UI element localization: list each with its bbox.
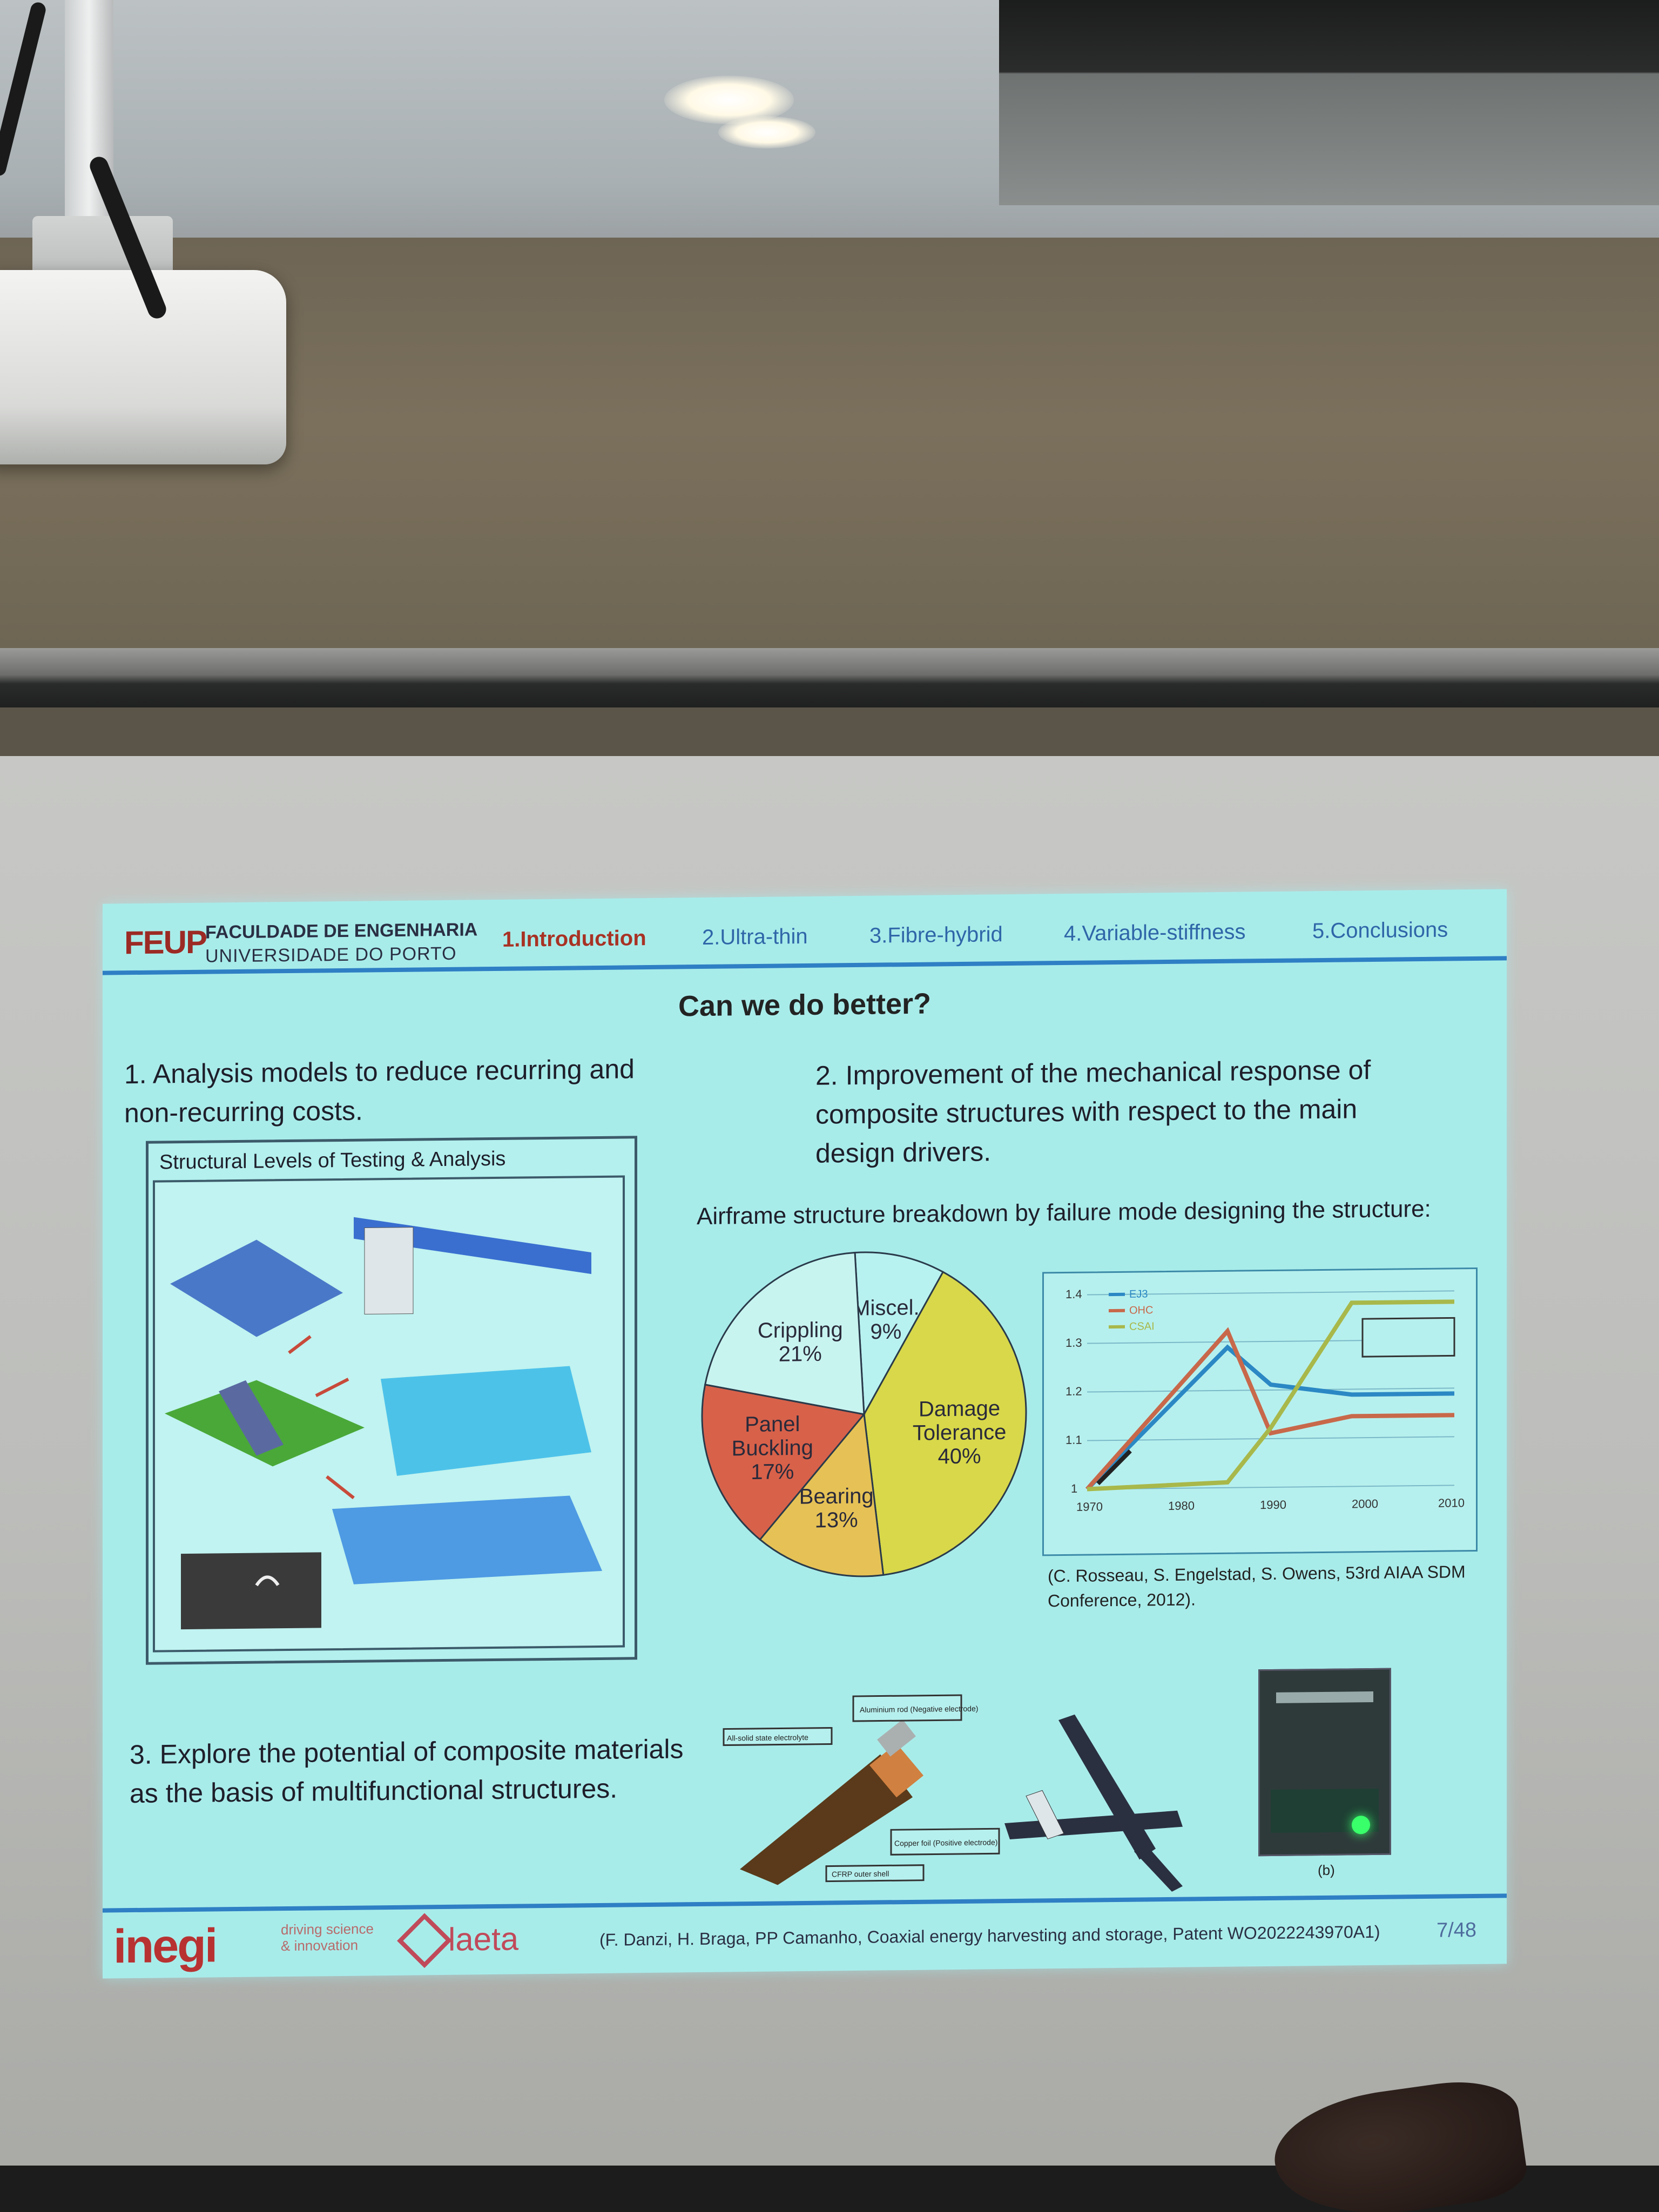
structural-levels-illustration — [153, 1175, 625, 1653]
x-tick: 1970 — [1076, 1500, 1103, 1514]
nav-fibre-hybrid: 3.Fibre-hybrid — [869, 922, 1003, 948]
structural-levels-figure: Structural Levels of Testing & Analysis — [146, 1136, 637, 1665]
y-tick: 1.2 — [1065, 1385, 1082, 1398]
slide-title: Can we do better? — [678, 987, 932, 1023]
series-ohc — [1085, 1327, 1454, 1491]
x-tick: 2010 — [1438, 1496, 1465, 1510]
annotation-arrow — [1096, 1449, 1132, 1486]
pie-slice-label: Miscel. — [852, 1296, 919, 1320]
trend-line-chart-svg: 1.4 1.3 1.2 1.1 1 1970 1980 1990 2000 20… — [1065, 1287, 1465, 1514]
point-1-line-2: non-recurring costs. — [124, 1095, 363, 1129]
university-name: UNIVERSIDADE DO PORTO — [205, 943, 457, 967]
footer-divider — [103, 1893, 1507, 1913]
pie-slice — [704, 1251, 865, 1415]
pie-slice-label: Panel — [745, 1412, 800, 1437]
series-csai — [1087, 1299, 1454, 1492]
pie-slice-label: Buckling — [732, 1436, 813, 1461]
pie-slice-label: 40% — [938, 1444, 981, 1468]
photo-caption: (b) — [1318, 1862, 1335, 1879]
nav-variable-stiffness: 4.Variable-stiffness — [1064, 920, 1246, 946]
series-ej3 — [1085, 1344, 1454, 1491]
cfrp-shell — [740, 1754, 913, 1885]
arrow — [315, 1378, 349, 1398]
point-3-line-2: as the basis of multifunctional structur… — [130, 1773, 618, 1809]
coupon-mesh — [332, 1495, 602, 1584]
pie-slice-label: Damage — [919, 1397, 1000, 1421]
laeta-logo: laeta — [448, 1920, 519, 1958]
pie-slice-label: 21% — [779, 1342, 822, 1366]
pie-slice-label: 17% — [751, 1460, 794, 1484]
inegi-logo: inegi — [113, 1918, 217, 1973]
label-copper-foil: Copper foil (Positive electrode) — [894, 1838, 997, 1847]
projector — [0, 270, 286, 464]
arrow — [288, 1335, 312, 1354]
ceiling-light — [718, 116, 815, 149]
test-rig — [364, 1227, 414, 1315]
wingbox-model — [170, 1239, 343, 1337]
ceiling-recess — [999, 0, 1659, 205]
page-number: 7/48 — [1437, 1918, 1476, 1942]
experiment-photo — [1258, 1668, 1391, 1857]
point-2-line-3: design drivers. — [815, 1136, 992, 1169]
label-electrolyte: All-solid state electrolyte — [727, 1733, 808, 1743]
pie-slice-label: 9% — [870, 1320, 901, 1344]
stiffener — [219, 1380, 284, 1456]
inegi-tagline-line-1: driving science — [281, 1920, 374, 1938]
legend-entry: OHC — [1129, 1304, 1153, 1316]
faculty-name: FACULDADE DE ENGENHARIA — [205, 919, 478, 943]
pie-slice — [759, 1412, 885, 1577]
material-micrograph — [181, 1552, 321, 1630]
pie-slice-label: 13% — [815, 1508, 858, 1533]
x-tick: 1980 — [1168, 1499, 1195, 1513]
point-2-line-2: composite structures with respect to the… — [815, 1094, 1358, 1130]
pie-slice-label: Tolerance — [913, 1420, 1006, 1445]
structural-levels-caption: Structural Levels of Testing & Analysis — [159, 1147, 506, 1174]
x-tick: 1990 — [1260, 1498, 1286, 1512]
annotation-box — [1361, 1317, 1455, 1358]
legend-entry: CSAI — [1129, 1320, 1155, 1332]
pie-slice-label: Crippling — [758, 1318, 843, 1343]
nav-ultra-thin: 2.Ultra-thin — [702, 924, 808, 949]
trend-line-chart: 1.4 1.3 1.2 1.1 1 1970 1980 1990 2000 20… — [1042, 1267, 1478, 1556]
point-1-line-1: 1. Analysis models to reduce recurring a… — [124, 1054, 635, 1090]
screen-rail — [0, 648, 1659, 707]
arrow — [326, 1475, 355, 1500]
y-tick: 1.3 — [1065, 1336, 1082, 1350]
y-tick: 1 — [1071, 1482, 1077, 1495]
y-tick: 1.4 — [1065, 1287, 1082, 1301]
inegi-tagline: driving science & innovation — [281, 1920, 374, 1954]
drone-illustration — [1004, 1714, 1183, 1892]
coaxial-cable-diagram: Aluminium rod (Negative electrode) All-s… — [723, 1694, 1000, 1885]
pie-slice — [863, 1271, 1027, 1576]
label-aluminium-rod: Aluminium rod (Negative electrode) — [860, 1704, 978, 1714]
nav-conclusions: 5.Conclusions — [1312, 918, 1448, 943]
feup-logo: FEUP — [124, 923, 207, 961]
breakdown-title: Airframe structure breakdown by failure … — [697, 1195, 1431, 1230]
label-cfrp-shell: CFRP outer shell — [832, 1869, 889, 1878]
pie-slice-label: Bearing — [799, 1484, 874, 1508]
presentation-slide: FEUP FACULDADE DE ENGENHARIA UNIVERSIDAD… — [103, 889, 1507, 1979]
inegi-tagline-line-2: & innovation — [281, 1937, 359, 1954]
citation-line-2: Conference, 2012). — [1048, 1589, 1196, 1611]
y-tick: 1.1 — [1065, 1433, 1082, 1447]
citation-line-1: (C. Rosseau, S. Engelstad, S. Owens, 53r… — [1048, 1562, 1466, 1586]
laeta-logo-icon — [397, 1913, 452, 1968]
point-3-line-1: 3. Explore the potential of composite ma… — [130, 1734, 684, 1770]
x-tick: 2000 — [1352, 1497, 1378, 1511]
patent-citation: (F. Danzi, H. Braga, PP Camanho, Coaxial… — [599, 1921, 1380, 1950]
fuselage-panel — [381, 1366, 591, 1476]
point-2-line-1: 2. Improvement of the mechanical respons… — [815, 1055, 1371, 1091]
legend-entry: EJ3 — [1129, 1288, 1148, 1300]
pie-slice — [701, 1384, 866, 1541]
nav-introduction: 1.Introduction — [502, 926, 646, 952]
pie-slice — [854, 1251, 945, 1418]
